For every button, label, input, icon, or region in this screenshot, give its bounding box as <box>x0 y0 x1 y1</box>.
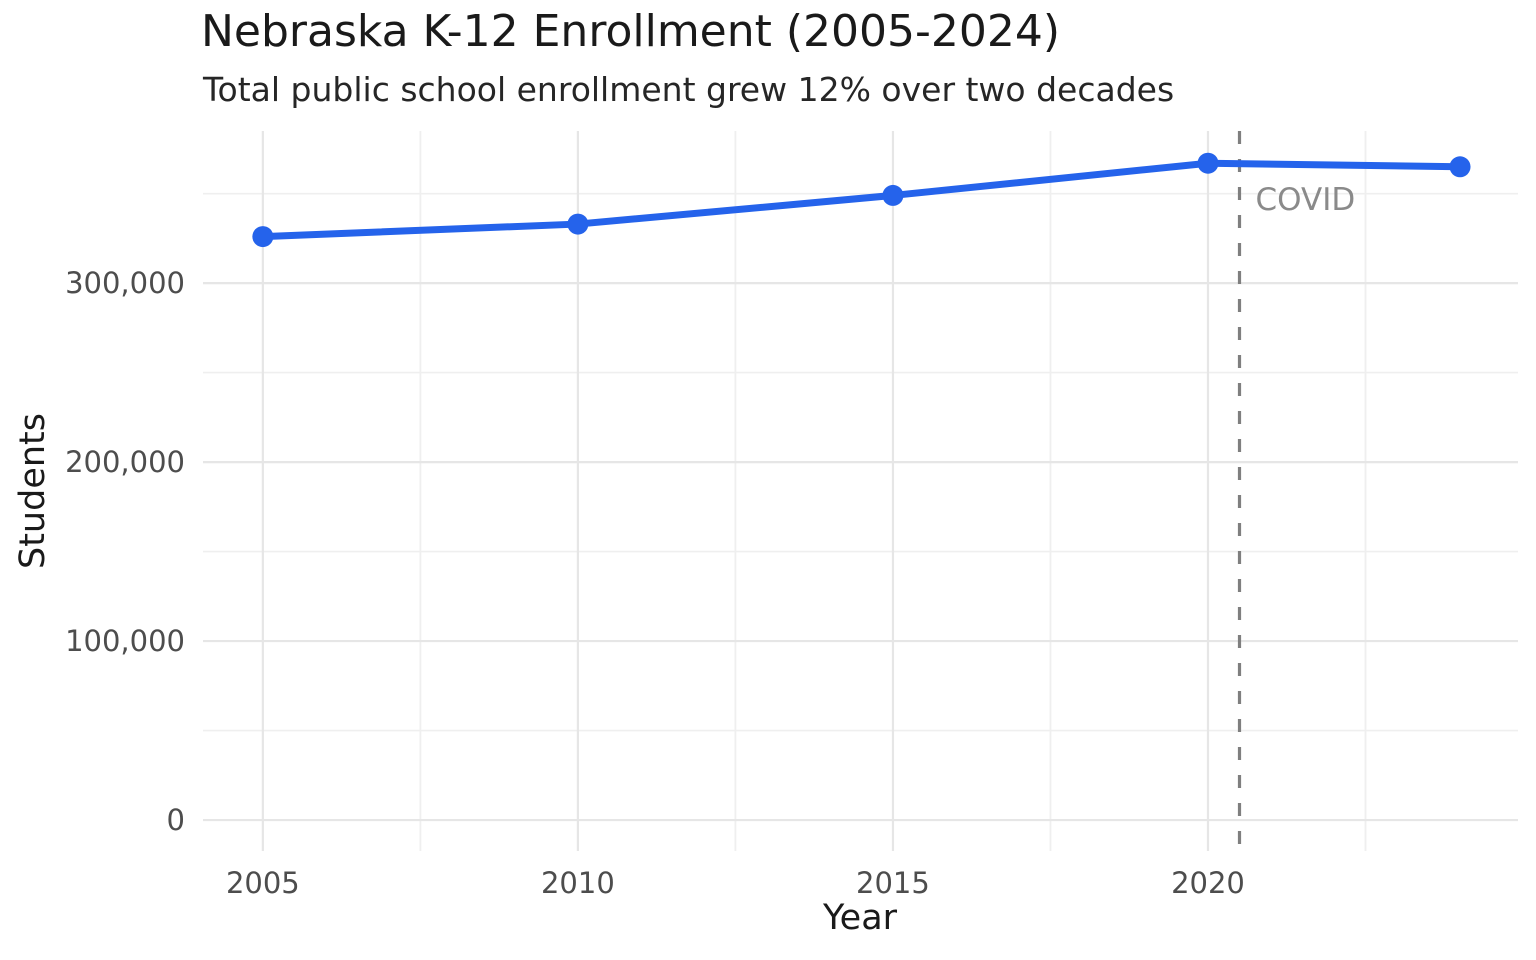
data-point <box>882 184 904 206</box>
y-tick-label: 300,000 <box>65 266 185 300</box>
y-tick-label: 200,000 <box>65 445 185 479</box>
x-tick-label: 2010 <box>541 866 615 900</box>
data-point <box>252 226 274 248</box>
y-axis-label: Students <box>13 412 53 570</box>
chart-title: Nebraska K-12 Enrollment (2005-2024) <box>201 6 1061 57</box>
x-axis-label: Year <box>822 898 898 938</box>
x-tick-label: 2015 <box>856 866 930 900</box>
data-point <box>567 213 589 235</box>
data-point <box>1449 156 1471 178</box>
x-tick-label: 2020 <box>1171 866 1245 900</box>
chart-subtitle: Total public school enrollment grew 12% … <box>203 70 1175 109</box>
x-tick-label: 2005 <box>226 866 300 900</box>
data-point <box>1197 152 1219 174</box>
y-tick-label: 0 <box>167 803 185 837</box>
covid-label: COVID <box>1255 182 1355 218</box>
y-tick-label: 100,000 <box>65 624 185 658</box>
